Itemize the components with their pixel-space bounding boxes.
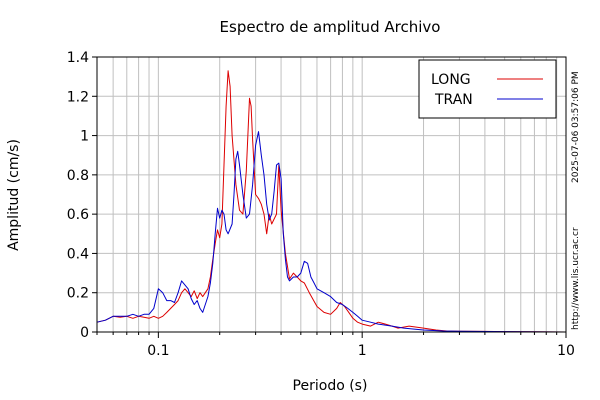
x-tick-label: 10 [557,343,575,359]
y-tick-label: 0 [80,325,89,341]
x-tick-label: 1 [358,343,367,359]
y-tick-label: 0.2 [67,286,89,302]
source-url-text: http://www.lis.ucr.ac.cr [571,227,581,330]
legend-label-long: LONG [431,72,471,88]
plot-frame [96,56,567,333]
y-tick-label: 0.8 [67,168,89,184]
x-tick-label: 0.1 [147,343,169,359]
timestamp-text: 2025-07-06 03:57:06 PM [571,71,581,183]
x-axis-label: Periodo (s) [293,378,368,394]
plot-border [96,56,567,333]
y-tick-label: 1.2 [67,89,89,105]
series-line-long [96,70,567,333]
series-line-tran [96,131,567,333]
legend-box [418,59,557,119]
y-tick-label: 1.4 [67,50,89,66]
y-tick-label: 1 [80,129,89,145]
series-lines [96,70,567,333]
legend-label-tran: TRAN [434,92,473,108]
y-axis-label: Amplitud (cm/s) [6,139,22,251]
axis-ticks: 0 0.2 0.4 0.6 0.8 1 1.2 1.4 0.1 1 10 [67,50,575,359]
chart-title: Espectro de amplitud Archivo [220,18,441,36]
y-tick-label: 0.6 [67,207,89,223]
y-tick-label: 0.4 [67,246,89,262]
legend: LONG TRAN [418,59,557,119]
